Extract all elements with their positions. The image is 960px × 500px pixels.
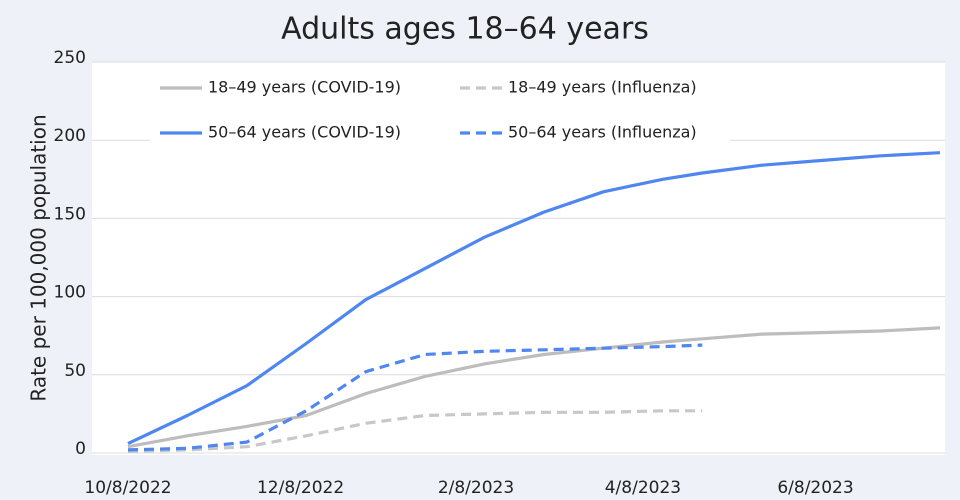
legend-label: 18–49 years (Influenza) [508,78,697,97]
x-tick-label: 10/8/2022 [84,478,171,498]
x-tick-label: 6/8/2023 [777,478,853,498]
y-tick-label: 0 [75,439,86,459]
series-line [127,343,703,452]
y-tick-label: 250 [54,48,86,68]
series-line [127,326,941,449]
legend-label: 50–64 years (Influenza) [508,123,697,142]
chart-title: Adults ages 18–64 years [281,12,649,47]
series-line [127,151,941,446]
series-line [127,409,703,453]
legend-label: 50–64 years (COVID-19) [208,123,401,142]
legend-label: 18–49 years (COVID-19) [208,78,401,97]
x-tick-label: 4/8/2023 [605,478,681,498]
y-tick-label: 50 [64,361,86,381]
y-tick-label: 150 [54,204,86,224]
x-tick-label: 2/8/2023 [438,478,514,498]
legend-box [150,66,730,158]
y-tick-label: 200 [54,126,86,146]
y-tick-label: 100 [54,283,86,303]
y-axis-label: Rate per 100,000 population [27,114,51,401]
x-tick-label: 12/8/2022 [257,478,344,498]
